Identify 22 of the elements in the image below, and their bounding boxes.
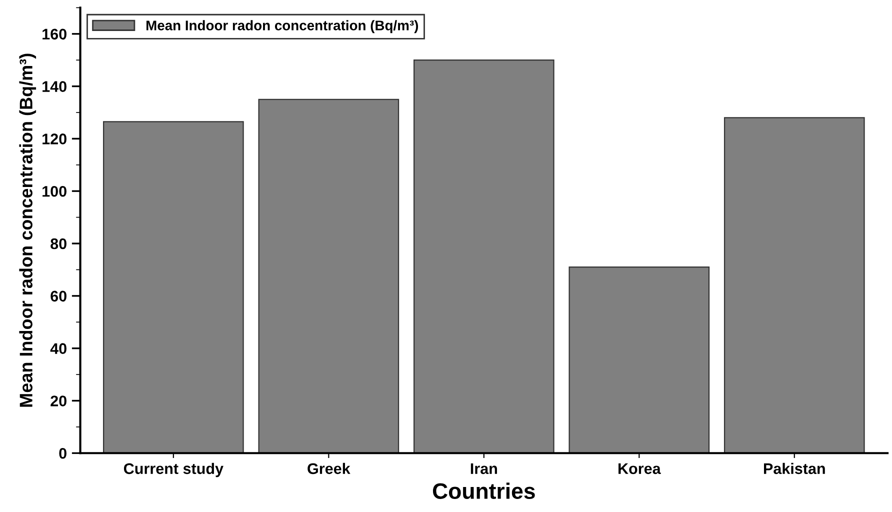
y-axis-title: Mean Indoor radon concentration (Bq/m³): [19, 54, 36, 407]
x-axis-title: Countries: [432, 482, 535, 499]
x-tick-label: Iran: [470, 463, 497, 474]
y-tick-label: 80: [50, 238, 66, 250]
y-tick-label: 20: [50, 396, 66, 406]
bar: [568, 266, 710, 454]
y-tick-label: 60: [50, 290, 66, 302]
bar: [103, 121, 244, 454]
y-tick-label: 160: [42, 28, 66, 40]
legend-label: Mean Indoor radon concentration (Bq/m³): [146, 20, 418, 34]
x-tick-label: Greek: [308, 462, 350, 474]
x-tick-label: Current study: [124, 462, 224, 478]
bar: [258, 98, 400, 454]
x-tick-label: Korea: [618, 463, 661, 474]
bar: [724, 117, 865, 454]
y-tick-label: 40: [50, 343, 66, 354]
y-tick-label: 0: [59, 448, 66, 459]
bar: [413, 60, 554, 454]
y-tick-label: 100: [42, 186, 66, 197]
x-tick-label: Pakistan: [764, 462, 825, 474]
y-tick-label: 140: [42, 81, 66, 92]
y-tick-label: 120: [42, 134, 66, 144]
